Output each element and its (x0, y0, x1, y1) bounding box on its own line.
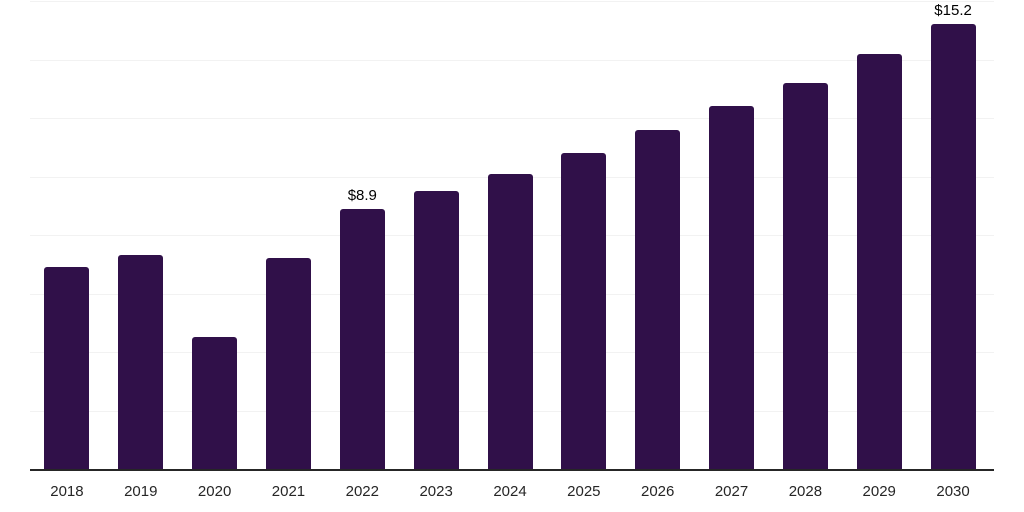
bar-2026 (635, 129, 681, 469)
x-tick-2028: 2028 (788, 483, 823, 500)
bar-2019 (118, 255, 164, 469)
bar-2029 (856, 53, 902, 469)
bar-2018 (44, 267, 90, 469)
gridline-12 (30, 118, 994, 119)
bar-2024 (487, 173, 533, 469)
x-tick-2027: 2027 (714, 483, 749, 500)
bar-2028 (782, 82, 828, 469)
x-tick-2019: 2019 (124, 483, 158, 500)
bar-2027 (709, 106, 755, 469)
bar-2020 (192, 337, 238, 469)
x-tick-2022: 2022 (345, 483, 379, 500)
bar-2025 (561, 153, 607, 469)
x-tick-2025: 2025 (567, 483, 601, 500)
bar-2022 (339, 208, 385, 469)
gridline-16 (30, 1, 994, 2)
value-label-2030: $15.2 (934, 2, 972, 20)
x-tick-2021: 2021 (271, 483, 306, 500)
x-tick-2030: 2030 (936, 483, 970, 500)
x-tick-2029: 2029 (862, 483, 896, 500)
bar-2021 (265, 258, 311, 469)
bar-2023 (413, 191, 459, 469)
x-axis-line (30, 469, 994, 471)
gridline-14 (30, 59, 994, 61)
x-tick-2023: 2023 (419, 483, 453, 500)
x-tick-2026: 2026 (641, 483, 675, 500)
x-tick-2018: 2018 (50, 483, 84, 500)
x-tick-2024: 2024 (493, 483, 527, 500)
value-label-2022: $8.9 (347, 186, 377, 204)
bar-2030 (930, 24, 976, 469)
x-tick-2020: 2020 (197, 483, 232, 500)
